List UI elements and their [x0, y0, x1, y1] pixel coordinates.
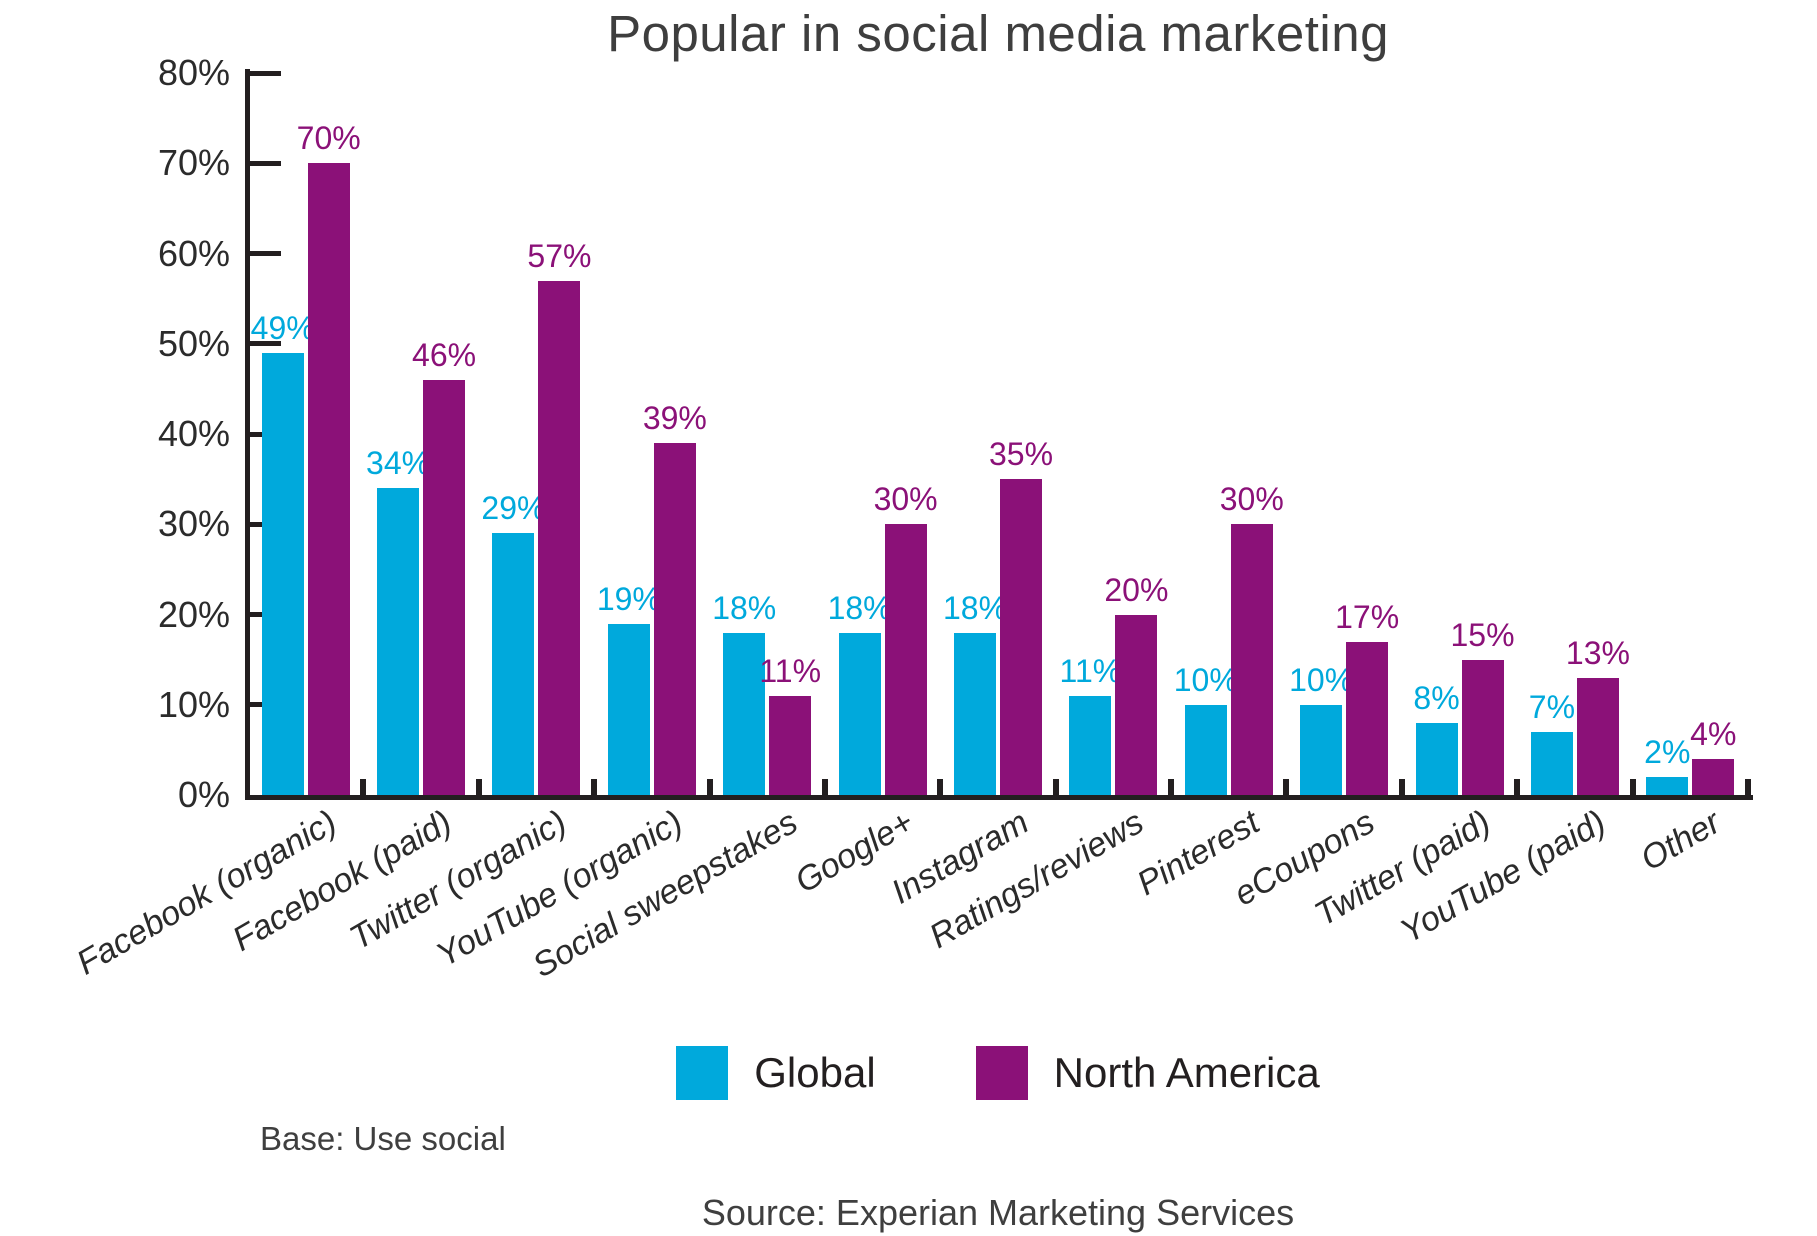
bar-north-america-twitter-paid	[1461, 659, 1504, 795]
value-label-global-twitter-organic: 29%	[481, 490, 546, 527]
y-axis-label: 0%	[177, 774, 230, 815]
y-axis-label: 70%	[157, 142, 230, 184]
bar-north-america-google	[884, 524, 927, 795]
bar-global-facebook-organic	[261, 352, 304, 795]
value-label-north-america-instagram: 35%	[988, 436, 1054, 473]
legend-swatch-north-america	[975, 1046, 1028, 1100]
value-label-global-other: 2%	[1644, 733, 1691, 770]
bar-global-ecoupons	[1300, 704, 1343, 795]
bar-north-america-youtube-organic	[653, 443, 696, 795]
y-axis-label: 20%	[157, 593, 230, 635]
x-tick	[706, 779, 713, 795]
bar-global-other	[1646, 776, 1689, 795]
x-tick	[360, 779, 367, 795]
bar-north-america-facebook-organic	[307, 163, 350, 795]
y-axis-label: 40%	[157, 413, 230, 454]
y-tick	[245, 160, 281, 166]
x-tick	[1745, 779, 1751, 795]
value-label-global-google: 18%	[827, 589, 892, 626]
bar-global-social-sweepstakes	[723, 632, 766, 795]
source-note: Source: Experian Marketing Services	[701, 1192, 1295, 1233]
y-axis-label: 30%	[157, 503, 230, 545]
value-label-north-america-facebook-organic: 70%	[296, 120, 361, 157]
bar-north-america-pinterest	[1230, 524, 1273, 795]
value-label-north-america-ratings-reviews: 20%	[1104, 571, 1169, 608]
x-axis-category-label: Other	[1634, 803, 1728, 879]
x-tick	[1514, 779, 1521, 795]
bar-north-america-social-sweepstakes	[769, 695, 812, 795]
value-label-global-youtube-organic: 19%	[596, 580, 661, 617]
x-axis-line	[245, 795, 1753, 800]
value-label-north-america-pinterest: 30%	[1219, 481, 1284, 518]
bar-global-google	[838, 632, 881, 795]
value-label-global-ratings-reviews: 11%	[1059, 652, 1122, 689]
value-label-north-america-youtube-paid: 13%	[1565, 634, 1630, 671]
bar-global-pinterest	[1184, 704, 1227, 795]
value-label-north-america-twitter-paid: 15%	[1450, 616, 1515, 653]
legend-item-north-america: North America	[975, 1046, 1320, 1100]
legend: Global North America	[248, 1046, 1748, 1100]
value-label-north-america-ecoupons: 17%	[1335, 598, 1400, 635]
bar-global-instagram	[954, 632, 996, 795]
bar-north-america-twitter-organic	[538, 280, 581, 795]
legend-swatch-global	[676, 1046, 729, 1100]
chart-title: Popular in social media marketing	[607, 5, 1389, 62]
value-label-global-twitter-paid: 8%	[1413, 679, 1460, 716]
x-tick	[591, 779, 598, 795]
bar-global-facebook-paid	[377, 488, 420, 795]
value-label-global-ecoupons: 10%	[1289, 661, 1354, 698]
base-note: Base: Use social	[260, 1120, 506, 1157]
x-tick	[1168, 779, 1175, 795]
legend-label-global: Global	[754, 1049, 876, 1096]
bar-north-america-instagram	[1000, 479, 1042, 795]
value-label-north-america-twitter-organic: 57%	[527, 237, 592, 274]
y-tick	[245, 70, 281, 76]
x-tick	[937, 779, 944, 795]
value-label-global-pinterest: 10%	[1173, 661, 1238, 698]
bar-global-ratings-reviews	[1069, 695, 1112, 795]
x-tick	[1629, 779, 1636, 795]
y-axis-label: 10%	[157, 683, 230, 725]
bar-north-america-ratings-reviews	[1115, 614, 1158, 795]
x-tick	[1052, 779, 1059, 795]
bar-north-america-other	[1692, 758, 1735, 795]
value-label-north-america-other: 4%	[1690, 715, 1737, 752]
x-tick	[475, 779, 482, 795]
value-label-north-america-google: 30%	[873, 481, 938, 518]
value-label-global-facebook-paid: 34%	[366, 445, 431, 482]
bar-north-america-youtube-paid	[1576, 677, 1619, 795]
bar-global-twitter-organic	[492, 533, 535, 795]
bar-north-america-facebook-paid	[423, 379, 466, 795]
value-label-global-social-sweepstakes: 18%	[712, 589, 777, 626]
value-label-north-america-facebook-paid: 46%	[412, 336, 477, 373]
y-tick	[245, 341, 281, 347]
value-label-north-america-youtube-organic: 39%	[642, 400, 707, 437]
bar-global-youtube-paid	[1530, 731, 1573, 795]
y-axis-label: 80%	[157, 52, 230, 93]
value-label-global-instagram: 18%	[942, 589, 1008, 626]
x-tick	[1398, 779, 1405, 795]
x-tick	[1283, 779, 1290, 795]
y-tick	[245, 251, 281, 256]
x-tick	[821, 779, 828, 795]
value-label-global-facebook-organic: 49%	[250, 309, 315, 346]
y-axis-label: 60%	[157, 232, 230, 274]
bar-north-america-ecoupons	[1346, 641, 1389, 795]
value-label-north-america-social-sweepstakes: 11%	[759, 652, 822, 689]
legend-label-north-america: North America	[1053, 1049, 1320, 1096]
legend-item-global: Global	[676, 1046, 876, 1100]
bar-global-twitter-paid	[1415, 722, 1458, 795]
bar-global-youtube-organic	[607, 623, 650, 795]
value-label-global-youtube-paid: 7%	[1528, 688, 1576, 725]
y-axis-label: 50%	[157, 322, 230, 364]
